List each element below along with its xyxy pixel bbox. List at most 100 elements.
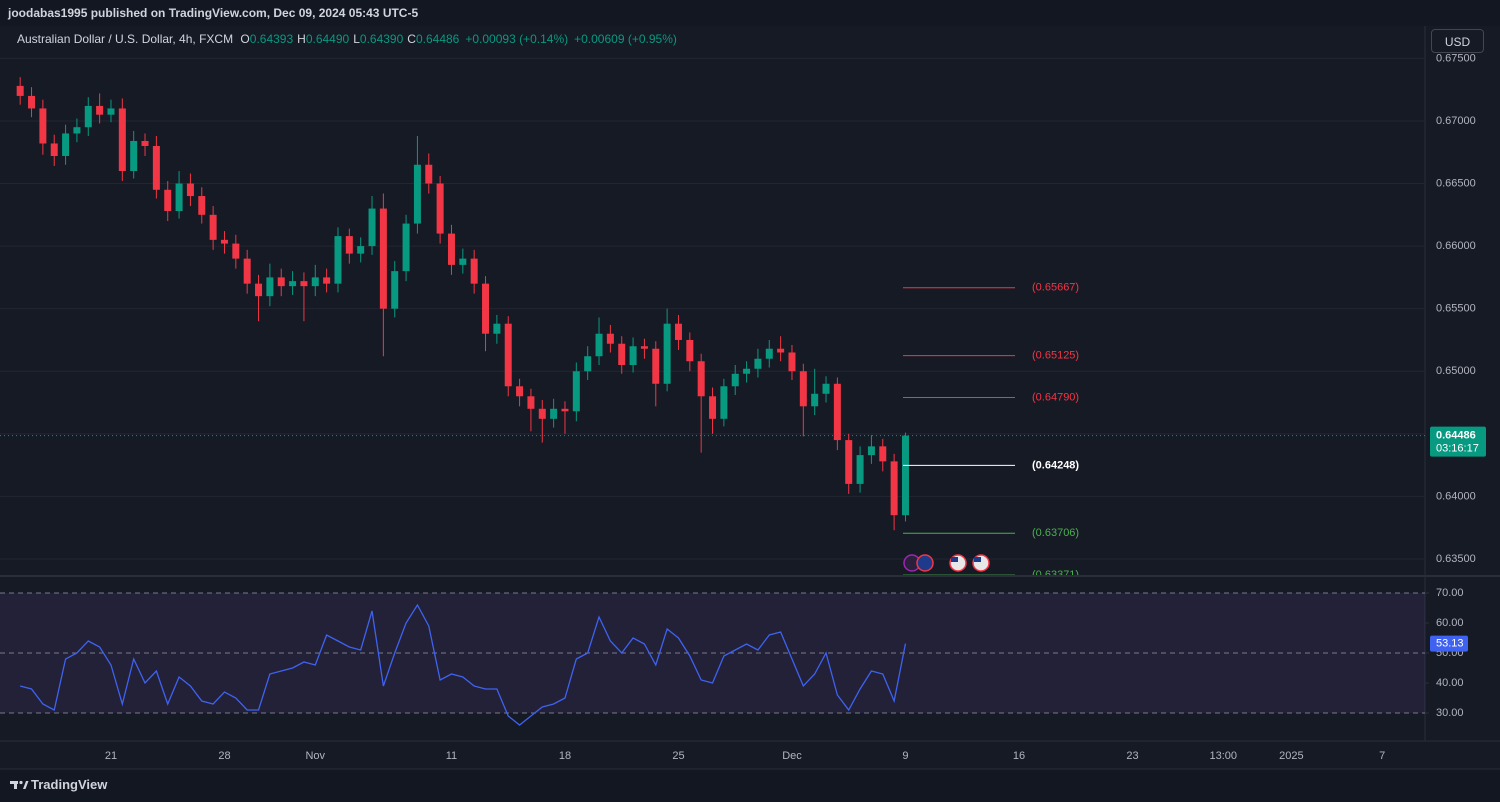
candle-body (482, 283, 490, 334)
axes: 0.67500 0.67000 0.66500 0.66000 0.65500 0.650… (105, 52, 1486, 762)
candle-body (84, 105, 92, 128)
change-text: +0.00093 (+0.14%) (465, 32, 569, 46)
candle-body (379, 208, 387, 309)
y-tick-label: 40.00 (1436, 677, 1464, 689)
event-icon (916, 554, 934, 572)
candle-body (686, 339, 694, 362)
candle-body (470, 258, 478, 284)
candle-body (629, 346, 637, 365)
candle-body (16, 85, 24, 96)
candle-body (777, 348, 785, 353)
countdown-label: 03:16:17 (1436, 442, 1479, 454)
x-tick-label: 16 (1013, 750, 1025, 762)
y-tick-label: 0.66500 (1436, 177, 1476, 189)
candle-body (39, 108, 47, 144)
candle-body (822, 383, 830, 394)
candle-body (277, 277, 285, 287)
candle-body (720, 386, 728, 419)
candle-body (516, 386, 524, 397)
candle-body (833, 383, 841, 441)
x-tick-label: 25 (672, 750, 684, 762)
fib-level-label: (0.64790) (1032, 391, 1079, 403)
candle-body (652, 348, 660, 384)
brand-logo (10, 780, 29, 789)
last-price-label: 0.64486 (1436, 429, 1476, 441)
candle-body (595, 333, 603, 357)
candle-body (459, 258, 467, 265)
candle-body (879, 446, 887, 462)
change-text: +0.00609 (+0.95%) (574, 32, 677, 46)
candle-body (697, 361, 705, 397)
x-tick-label: 23 (1126, 750, 1138, 762)
candle-body (640, 346, 648, 349)
candle-body (788, 352, 796, 372)
candle-body (391, 271, 399, 309)
candle-body (73, 127, 81, 134)
flag-canton (951, 557, 958, 562)
last-value-box (1430, 635, 1468, 652)
candle-body (232, 243, 240, 259)
y-tick-label: 0.67000 (1436, 115, 1476, 127)
fib-level-label: (0.65667) (1032, 282, 1079, 294)
candle-body (413, 164, 421, 224)
candle-body (164, 189, 172, 212)
candle-body (743, 368, 751, 374)
y-tick-label: 0.67500 (1436, 52, 1476, 64)
candle-body (186, 183, 194, 197)
last-value-label: 53.13 (1436, 638, 1464, 650)
y-tick-label: 30.00 (1436, 707, 1464, 719)
candle-body (357, 246, 365, 254)
logo-part (23, 781, 29, 789)
candle-body (856, 455, 864, 484)
y-tick-label: 60.00 (1436, 617, 1464, 629)
candle-body (402, 223, 410, 272)
candle-body (709, 396, 717, 419)
fib-level-label: (0.63706) (1032, 527, 1079, 539)
candle-body (674, 323, 682, 340)
logo-part (14, 781, 17, 789)
logo-part (19, 780, 23, 785)
symbol-title: Australian Dollar / U.S. Dollar, 4h, FXC… (17, 32, 234, 46)
candle-body (436, 183, 444, 234)
publisher-line: joodabas1995 published on TradingView.co… (8, 6, 419, 20)
ohlc-key: H (297, 32, 306, 46)
candle-body (447, 233, 455, 265)
candle-body (266, 277, 274, 297)
candle-body (300, 281, 308, 287)
candle-body (368, 208, 376, 247)
candle-body (901, 435, 909, 516)
symbol-legend: Australian Dollar / U.S. Dollar, 4h, FXC… (17, 32, 677, 46)
y-tick-label: 0.64000 (1436, 490, 1476, 502)
fib-level-label: (0.63371) (1032, 569, 1079, 581)
candle-body (141, 140, 149, 146)
ohlc-key: O (240, 32, 250, 46)
candle-body (345, 236, 353, 254)
x-tick-label: Dec (782, 750, 802, 762)
ohlc-value: 0.64490 (305, 32, 350, 46)
x-tick-label: 28 (218, 750, 230, 762)
currency-button[interactable]: USD (1431, 29, 1484, 53)
candle-body (152, 145, 160, 190)
candle-body (118, 108, 126, 172)
candle-body (890, 461, 898, 516)
candle-body (765, 348, 773, 359)
y-tick-label: 70.00 (1436, 587, 1464, 599)
candle-body (96, 105, 104, 115)
fib-level-label: (0.65125) (1032, 350, 1079, 362)
x-tick-label: 7 (1379, 750, 1385, 762)
candle-body (334, 236, 342, 284)
candle-body (663, 323, 671, 384)
rsi-pane (0, 592, 1425, 726)
candle-body (323, 277, 331, 284)
candle-body (255, 283, 263, 297)
candle-body (175, 183, 183, 212)
x-tick-label: 2025 (1279, 750, 1303, 762)
candle-body (584, 356, 592, 372)
candle-body (425, 164, 433, 184)
event-icons (903, 554, 990, 572)
candle-body (811, 393, 819, 407)
last-price-box (1430, 426, 1486, 457)
ohlc-value: 0.64390 (359, 32, 404, 46)
